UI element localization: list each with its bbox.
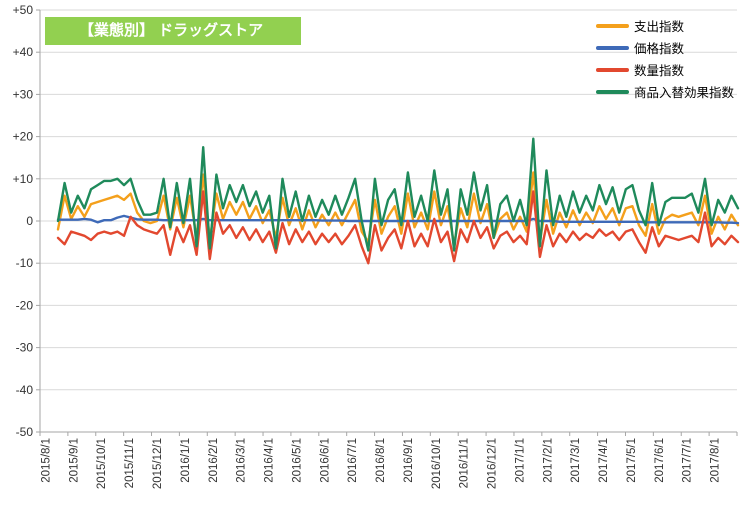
x-axis-label: 2017/6/1: [654, 438, 666, 483]
legend-item-1: 価格指数: [596, 40, 746, 56]
x-axis-label: 2016/1/1: [180, 438, 192, 483]
x-axis-label: 2015/11/1: [124, 438, 136, 488]
y-axis-label: +20: [13, 130, 34, 144]
y-axis-label: -10: [16, 256, 34, 270]
legend-item-3: 商品入替効果指数: [596, 84, 746, 100]
x-axis-label: 2016/10/1: [431, 438, 443, 489]
chart-legend: 支出指数価格指数数量指数商品入替効果指数: [596, 18, 746, 100]
x-axis-label: 2017/4/1: [598, 438, 610, 483]
x-axis-label: 2016/2/1: [208, 438, 220, 483]
x-axis-label: 2017/2/1: [542, 438, 554, 483]
y-axis-label: -40: [16, 383, 34, 397]
legend-item-2: 数量指数: [596, 62, 746, 78]
gridlines: +50 +40 +30 +20 +10 0 -10 -20 -30 -40 -50: [13, 3, 737, 439]
x-axis-label: 2016/6/1: [319, 438, 331, 483]
x-axis-label: 2015/10/1: [96, 438, 108, 489]
x-axis-label: 2016/12/1: [487, 438, 499, 489]
x-axis-label: 2016/5/1: [291, 438, 303, 483]
legend-item-0: 支出指数: [596, 18, 746, 34]
x-axis-label: 2015/8/1: [40, 438, 52, 483]
x-axis-label: 2017/3/1: [570, 438, 582, 483]
x-axis-label: 2016/4/1: [264, 438, 276, 483]
y-axis-label: -50: [16, 425, 34, 439]
legend-label: 数量指数: [634, 64, 685, 78]
y-axis-label: -20: [16, 298, 34, 312]
legend-label: 支出指数: [634, 20, 685, 34]
legend-line-swatch: [596, 23, 629, 28]
x-axis-label: 2016/8/1: [375, 438, 387, 483]
series-line-2: [56, 190, 740, 265]
x-axis-label: 2016/7/1: [347, 438, 359, 483]
legend-line-swatch: [596, 45, 629, 50]
x-axis-label: 2017/8/1: [710, 438, 722, 483]
x-axis-label: 2015/12/1: [152, 438, 164, 489]
y-axis-label: -30: [16, 341, 34, 355]
x-axis-label: 2015/9/1: [68, 438, 80, 483]
x-axis-label: 2016/11/1: [459, 438, 471, 488]
y-axis-label: +10: [13, 172, 34, 186]
x-axis-label: 2016/3/1: [236, 438, 248, 483]
y-axis-label: +50: [13, 3, 34, 17]
y-axis-label: +40: [13, 45, 34, 59]
chart-title-box: 【業態別】 ドラッグストア: [45, 17, 301, 45]
x-axis-label: 2017/7/1: [682, 438, 694, 483]
y-axis-label: 0: [26, 214, 33, 228]
legend-line-swatch: [596, 89, 629, 94]
x-axis-label: 2017/1/1: [514, 438, 526, 483]
legend-label: 商品入替効果指数: [634, 86, 735, 100]
x-axis-label: 2017/5/1: [626, 438, 638, 483]
y-axis-label: +30: [13, 87, 34, 101]
legend-label: 価格指数: [634, 42, 685, 56]
x-axis: 2015/8/1 2015/9/1 2015/10/1 2015/11/1 2015/1…: [39, 432, 738, 489]
legend-line-swatch: [596, 67, 629, 72]
series-line-3: [56, 137, 740, 252]
chart-title: 【業態別】 ドラッグストア: [79, 22, 264, 39]
x-axis-label: 2016/9/1: [403, 438, 415, 483]
